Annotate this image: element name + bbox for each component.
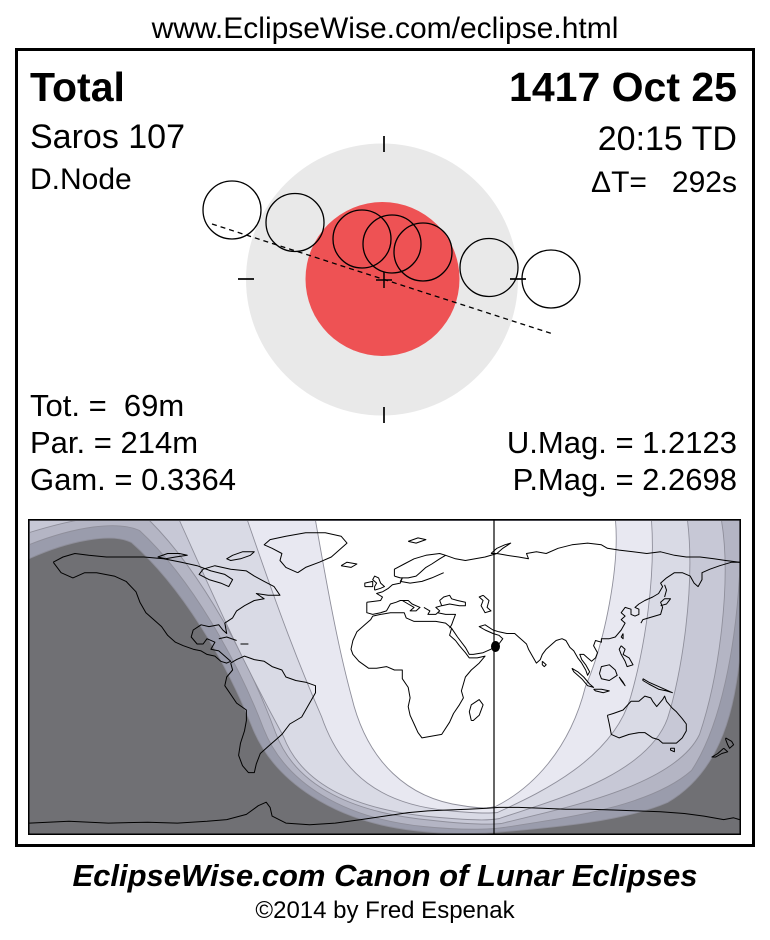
eclipse-date-label: 1417 Oct 25	[509, 64, 737, 110]
moon-circle-U1	[265, 192, 325, 253]
eclipse-time-label: 20:15 TD	[597, 120, 737, 158]
visibility-world-map	[28, 519, 741, 835]
band-entire-eclipse-visible	[314, 520, 617, 809]
umbral-magnitude-stat: U.Mag. = 1.2123	[506, 425, 737, 460]
totality-duration-stat: Tot. = 69m	[30, 388, 185, 423]
moon-circle-greatest	[362, 214, 422, 274]
moon-circle-U2	[332, 209, 392, 269]
visibility-bands	[29, 519, 740, 835]
delta-t-label: ΔT= 292s	[591, 166, 737, 199]
moon-circle-U4	[459, 237, 519, 298]
umbra-circle	[305, 202, 460, 356]
eclipse-type-label: Total	[30, 64, 125, 110]
sublunar-point-dot	[491, 641, 500, 652]
gamma-stat: Gam. = 0.3364	[30, 462, 236, 497]
footer-copyright: ©2014 by Fred Espenak	[255, 897, 515, 924]
outer-frame	[15, 48, 755, 847]
moon-contact-circles	[202, 180, 581, 309]
map-border	[28, 519, 741, 835]
moon-path-line	[211, 223, 554, 335]
center-cross	[376, 272, 392, 288]
footer-title: EclipseWise.com Canon of Lunar Eclipses	[72, 858, 698, 893]
shadow-geometry-diagram	[202, 136, 581, 423]
shadow-axis-ticks	[238, 136, 526, 423]
moon-circle-P1	[202, 180, 262, 240]
penumbral-magnitude-stat: P.Mag. = 2.2698	[512, 462, 737, 497]
moon-circle-P4	[521, 249, 581, 309]
coastlines	[29, 532, 740, 826]
header-url: www.EclipseWise.com/eclipse.html	[151, 12, 619, 45]
partial-duration-stat: Par. = 214m	[30, 425, 199, 460]
moon-circle-U3	[393, 222, 453, 282]
node-label: D.Node	[30, 163, 132, 196]
saros-label: Saros 107	[30, 118, 185, 156]
